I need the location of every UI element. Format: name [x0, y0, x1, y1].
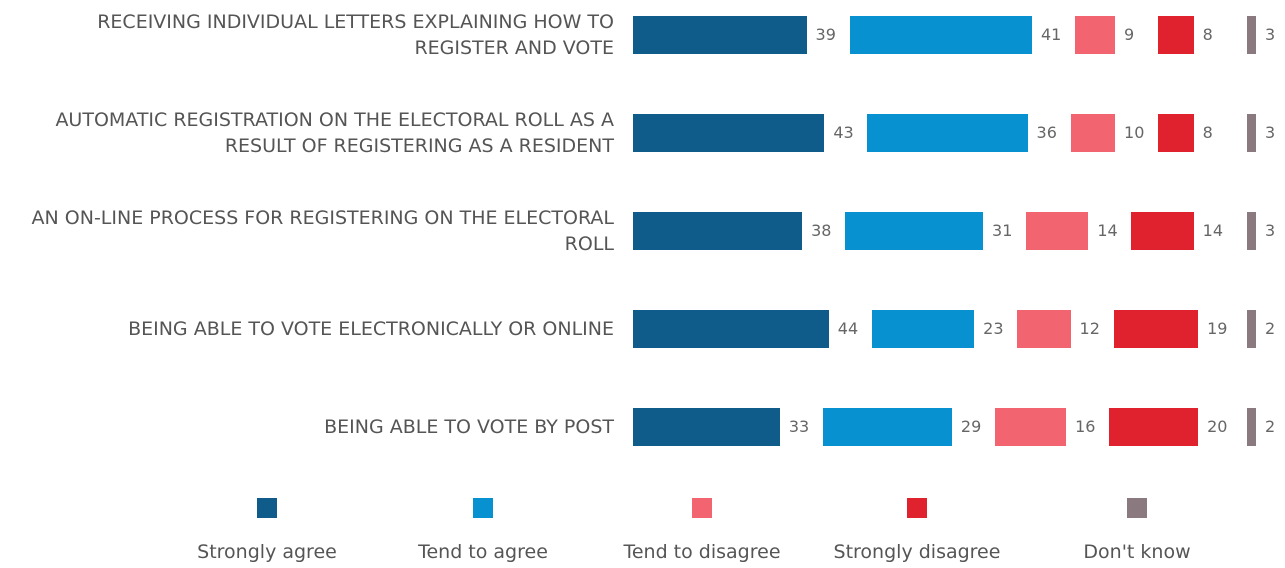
data-label: 8	[1202, 123, 1213, 142]
data-label: 44	[837, 319, 859, 338]
data-label: 8	[1202, 25, 1213, 44]
bar	[1158, 114, 1194, 152]
data-label: 3	[1265, 25, 1276, 44]
legend-label: Tend to agree	[418, 541, 548, 563]
bar	[633, 16, 807, 54]
category-label: BEING ABLE TO VOTE ELECTRONICALLY OR ONL…	[128, 318, 614, 340]
data-label: 14	[1097, 221, 1118, 240]
data-label: 19	[1207, 319, 1228, 338]
bar	[1158, 16, 1194, 54]
bar	[1247, 408, 1256, 446]
bar	[871, 310, 975, 348]
legend-swatch	[257, 498, 277, 518]
bar	[1247, 212, 1256, 250]
bar	[633, 310, 829, 348]
data-label: 3	[1265, 123, 1276, 142]
bar	[1247, 114, 1256, 152]
data-label: 20	[1207, 417, 1228, 436]
data-label: 43	[833, 123, 854, 142]
data-label: 33	[788, 417, 810, 436]
legend-label: Strongly disagree	[833, 541, 1001, 563]
data-label: 10	[1124, 123, 1145, 142]
bar	[1247, 16, 1256, 54]
category-label: BEING ABLE TO VOTE BY POST	[324, 416, 614, 438]
category-label: AN ON-LINE PROCESS FOR REGISTERING ON TH…	[31, 207, 614, 255]
data-label: 39	[815, 25, 836, 44]
data-label: 29	[960, 417, 982, 436]
bar	[633, 212, 803, 250]
legend-label: Strongly agree	[197, 541, 337, 563]
data-label: 2	[1265, 417, 1276, 436]
bar	[1026, 212, 1089, 250]
bar	[849, 16, 1032, 54]
bar	[1113, 310, 1199, 348]
data-label: 36	[1036, 123, 1057, 142]
category-label: RECEIVING INDIVIDUAL LETTERS EXPLAINING …	[97, 11, 614, 59]
bar	[1131, 212, 1194, 250]
category-label: AUTOMATIC REGISTRATION ON THE ELECTORAL …	[55, 109, 614, 157]
bar	[845, 212, 984, 250]
data-label: 3	[1265, 221, 1276, 240]
data-label: 23	[983, 319, 1004, 338]
data-label: 31	[992, 221, 1013, 240]
bar	[1075, 16, 1116, 54]
bar	[1247, 310, 1256, 348]
legend-swatch	[1127, 498, 1147, 518]
data-label: 14	[1202, 221, 1223, 240]
data-label: 9	[1124, 25, 1135, 44]
bar	[1070, 114, 1116, 152]
data-label: 2	[1265, 319, 1276, 338]
bar	[994, 408, 1067, 446]
bar	[822, 408, 952, 446]
legend-swatch	[473, 498, 493, 518]
data-label: 38	[811, 221, 832, 240]
data-label: 12	[1079, 319, 1100, 338]
bar	[867, 114, 1028, 152]
legend-swatch	[692, 498, 712, 518]
legend-label: Don't know	[1083, 541, 1191, 563]
bar	[633, 408, 780, 446]
bar	[633, 114, 825, 152]
bar	[1109, 408, 1199, 446]
data-label: 41	[1041, 25, 1062, 44]
bar	[1017, 310, 1071, 348]
data-label: 16	[1075, 417, 1096, 436]
legend-label: Tend to disagree	[623, 541, 781, 563]
legend-swatch	[907, 498, 927, 518]
